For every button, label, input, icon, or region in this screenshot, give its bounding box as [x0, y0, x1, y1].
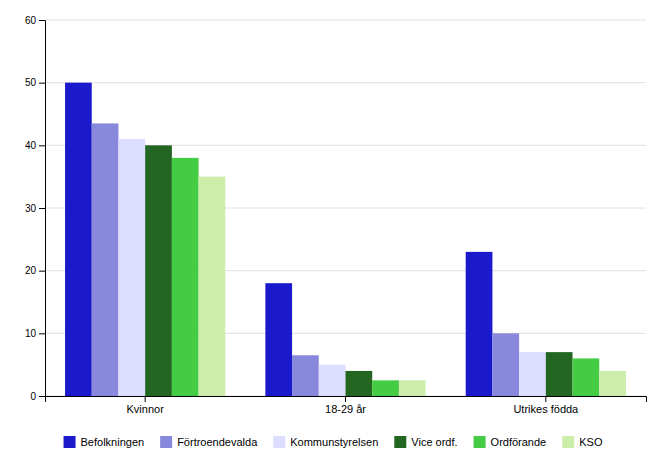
bar: [492, 333, 519, 396]
grid-line: [45, 20, 646, 21]
y-tick: 0: [30, 391, 45, 402]
x-tick: Kvinnor: [127, 396, 165, 415]
x-axis-line: [46, 397, 647, 403]
x-tick: Utrikes födda: [513, 396, 579, 415]
bar-series: [65, 83, 492, 396]
bar: [546, 352, 573, 396]
y-tick: 10: [25, 328, 45, 339]
x-axis: Kvinnor 18-29 år Utrikes födda: [46, 396, 647, 415]
bar: [145, 145, 172, 396]
bar: [573, 358, 600, 396]
legend-swatch: [273, 436, 285, 448]
bars: [65, 83, 626, 396]
bar-series: [172, 158, 599, 396]
y-tick-label: 20: [25, 265, 37, 276]
bar: [118, 139, 145, 396]
legend-label: Vice ordf.: [411, 436, 457, 448]
y-tick-label: 40: [25, 140, 37, 151]
x-tick-mark: [145, 396, 146, 402]
legend-label: Befolkningen: [81, 436, 145, 448]
y-tick-label: 30: [25, 203, 37, 214]
bar-series: [145, 145, 572, 396]
bar-series: [118, 139, 545, 396]
grid: [45, 20, 646, 396]
bar: [372, 380, 399, 396]
legend-swatch: [160, 436, 172, 448]
legend-item: Ordförande: [474, 436, 547, 448]
bar: [466, 252, 493, 396]
y-tick-label: 0: [30, 391, 36, 402]
legend-swatch: [562, 436, 574, 448]
x-tick-mark: [345, 396, 346, 402]
bar: [65, 83, 92, 396]
y-tick-mark: [39, 208, 45, 209]
plot: 0 10 20 30 40 50 60 Kvinnor 18-29 år Utrikes född…: [25, 15, 647, 415]
y-tick-mark: [39, 20, 45, 21]
bar: [319, 365, 346, 396]
bar: [519, 352, 546, 396]
y-tick-label: 60: [25, 15, 37, 26]
bar: [599, 371, 626, 396]
bar-series: [199, 177, 626, 396]
bar: [346, 371, 373, 396]
x-tick: 18-29 år: [325, 396, 366, 415]
bar: [292, 355, 319, 396]
chart: 0 10 20 30 40 50 60 Kvinnor 18-29 år Utrikes född…: [0, 0, 666, 471]
x-tick-label: Utrikes födda: [513, 403, 579, 415]
bar: [265, 283, 292, 396]
y-tick-mark: [39, 83, 45, 84]
legend-label: Ordförande: [491, 436, 547, 448]
legend-swatch: [64, 436, 76, 448]
x-tick-label: Kvinnor: [127, 403, 165, 415]
bar-series: [92, 123, 519, 396]
y-tick: 40: [25, 140, 45, 151]
legend-swatch: [394, 436, 406, 448]
bar: [92, 123, 119, 396]
bar: [399, 380, 426, 396]
y-tick-mark: [39, 145, 45, 146]
grid-line: [45, 82, 646, 83]
y-axis: 0 10 20 30 40 50 60: [25, 15, 46, 402]
legend-swatch: [474, 436, 486, 448]
y-tick: 50: [25, 77, 45, 88]
y-tick-label: 50: [25, 77, 37, 88]
y-tick-mark: [39, 396, 45, 397]
legend-item: Befolkningen: [64, 436, 145, 448]
y-tick-mark: [39, 333, 45, 334]
y-axis-line: [39, 21, 46, 397]
x-tick-mark: [545, 396, 546, 402]
bar: [172, 158, 199, 396]
y-tick-mark: [39, 271, 45, 272]
legend-item: Vice ordf.: [394, 436, 457, 448]
legend-label: Kommunstyrelsen: [290, 436, 378, 448]
legend-label: Förtroendevalda: [177, 436, 258, 448]
x-tick-label: 18-29 år: [325, 403, 366, 415]
y-tick: 20: [25, 265, 45, 276]
legend-item: Förtroendevalda: [160, 436, 258, 448]
y-tick: 30: [25, 203, 45, 214]
y-tick: 60: [25, 15, 45, 26]
bar: [199, 177, 226, 396]
y-tick-label: 10: [25, 328, 37, 339]
legend-label: KSO: [579, 436, 603, 448]
legend: Befolkningen Förtroendevalda Kommunstyrels…: [64, 436, 603, 448]
legend-item: Kommunstyrelsen: [273, 436, 378, 448]
legend-item: KSO: [562, 436, 603, 448]
